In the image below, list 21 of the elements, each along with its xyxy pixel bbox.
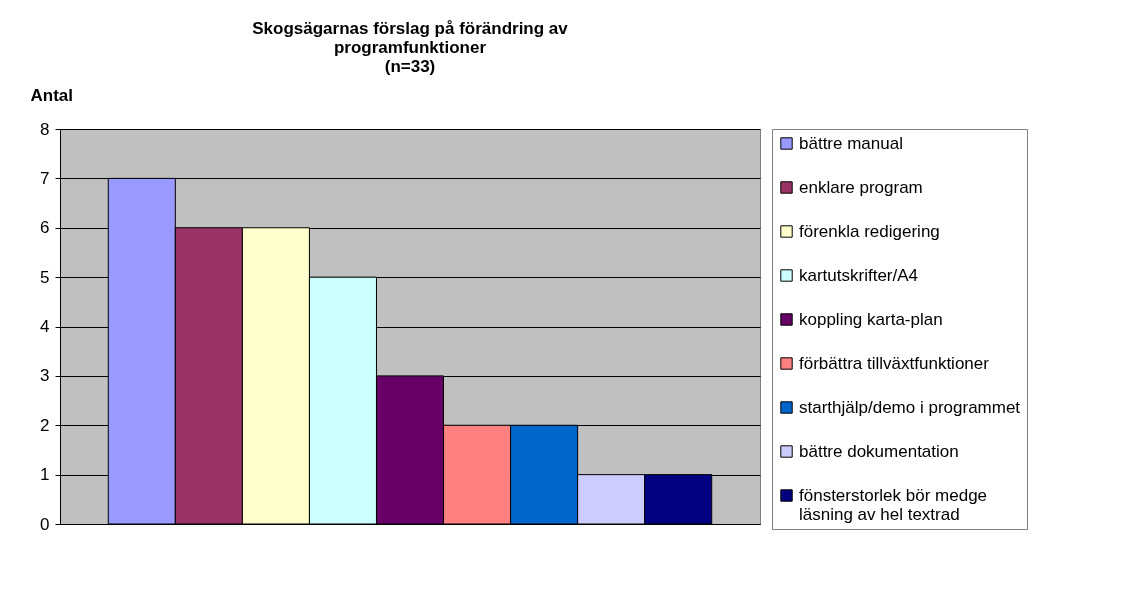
chart-title: Skogsägarnas förslag på förändring av programfunktioner	[252, 19, 569, 57]
legend-label: förenkla redigering	[799, 221, 940, 241]
y-tick-label: 7	[40, 168, 50, 188]
legend-label: bättre manual	[799, 133, 903, 153]
y-axis-title: Antal	[30, 85, 73, 105]
legend-label: förbättra tillväxtfunktioner	[799, 353, 990, 373]
legend-label: enklare program	[799, 177, 923, 197]
chart-subtitle: (n=33)	[384, 57, 436, 76]
y-tick-label: 6	[40, 218, 50, 238]
y-tick-label: 4	[40, 317, 50, 336]
y-tick-label: 5	[40, 267, 50, 287]
y-tick-label: 1	[40, 465, 50, 485]
legend-label: koppling karta-plan	[799, 309, 943, 329]
legend-label: fönsterstorlek bör medge läsning av hel textrad	[799, 485, 988, 524]
legend-label: kartutskrifter/A4	[799, 265, 919, 285]
legend-label: bättre dokumentation	[799, 441, 959, 461]
y-tick-label: 0	[40, 514, 50, 534]
y-tick-label: 3	[40, 366, 50, 386]
legend-label: starthjälp/demo i programmet	[799, 397, 1021, 417]
y-tick-label: 8	[40, 119, 50, 139]
y-tick-label: 2	[40, 415, 50, 435]
